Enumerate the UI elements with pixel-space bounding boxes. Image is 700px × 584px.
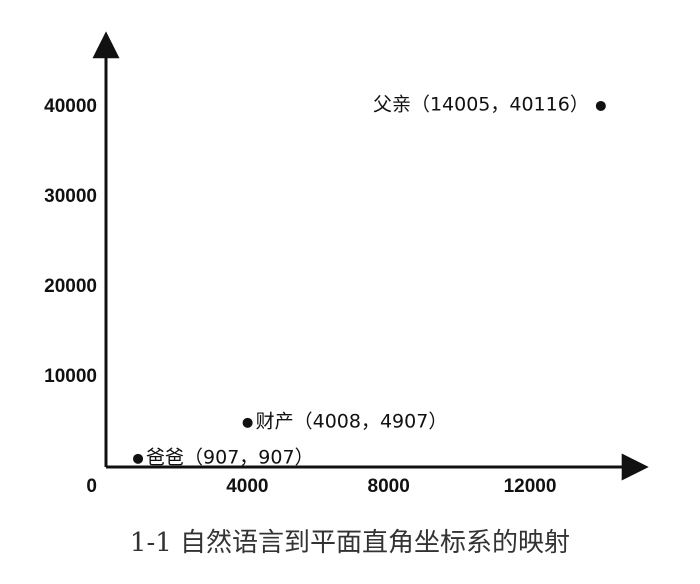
point (242, 417, 253, 428)
point-label: 财产（4008，4907） (256, 410, 448, 432)
x-tick-label: 4000 (226, 476, 268, 497)
point-label: 爸爸（907，907） (146, 446, 314, 468)
x-tick-label: 12000 (504, 476, 557, 497)
y-tick-label: 40000 (44, 96, 97, 117)
point-label: 父亲（14005，40116） (373, 93, 589, 115)
y-tick-label: 20000 (44, 276, 97, 297)
x-tick-label: 8000 (368, 476, 410, 497)
y-tick-label: 10000 (44, 366, 97, 387)
chart-caption: 1-1 自然语言到平面直角坐标系的映射 (130, 528, 570, 558)
x-tick-label: 0 (86, 476, 97, 497)
y-tick-label: 30000 (44, 186, 97, 207)
point (595, 100, 606, 111)
point (133, 453, 144, 464)
